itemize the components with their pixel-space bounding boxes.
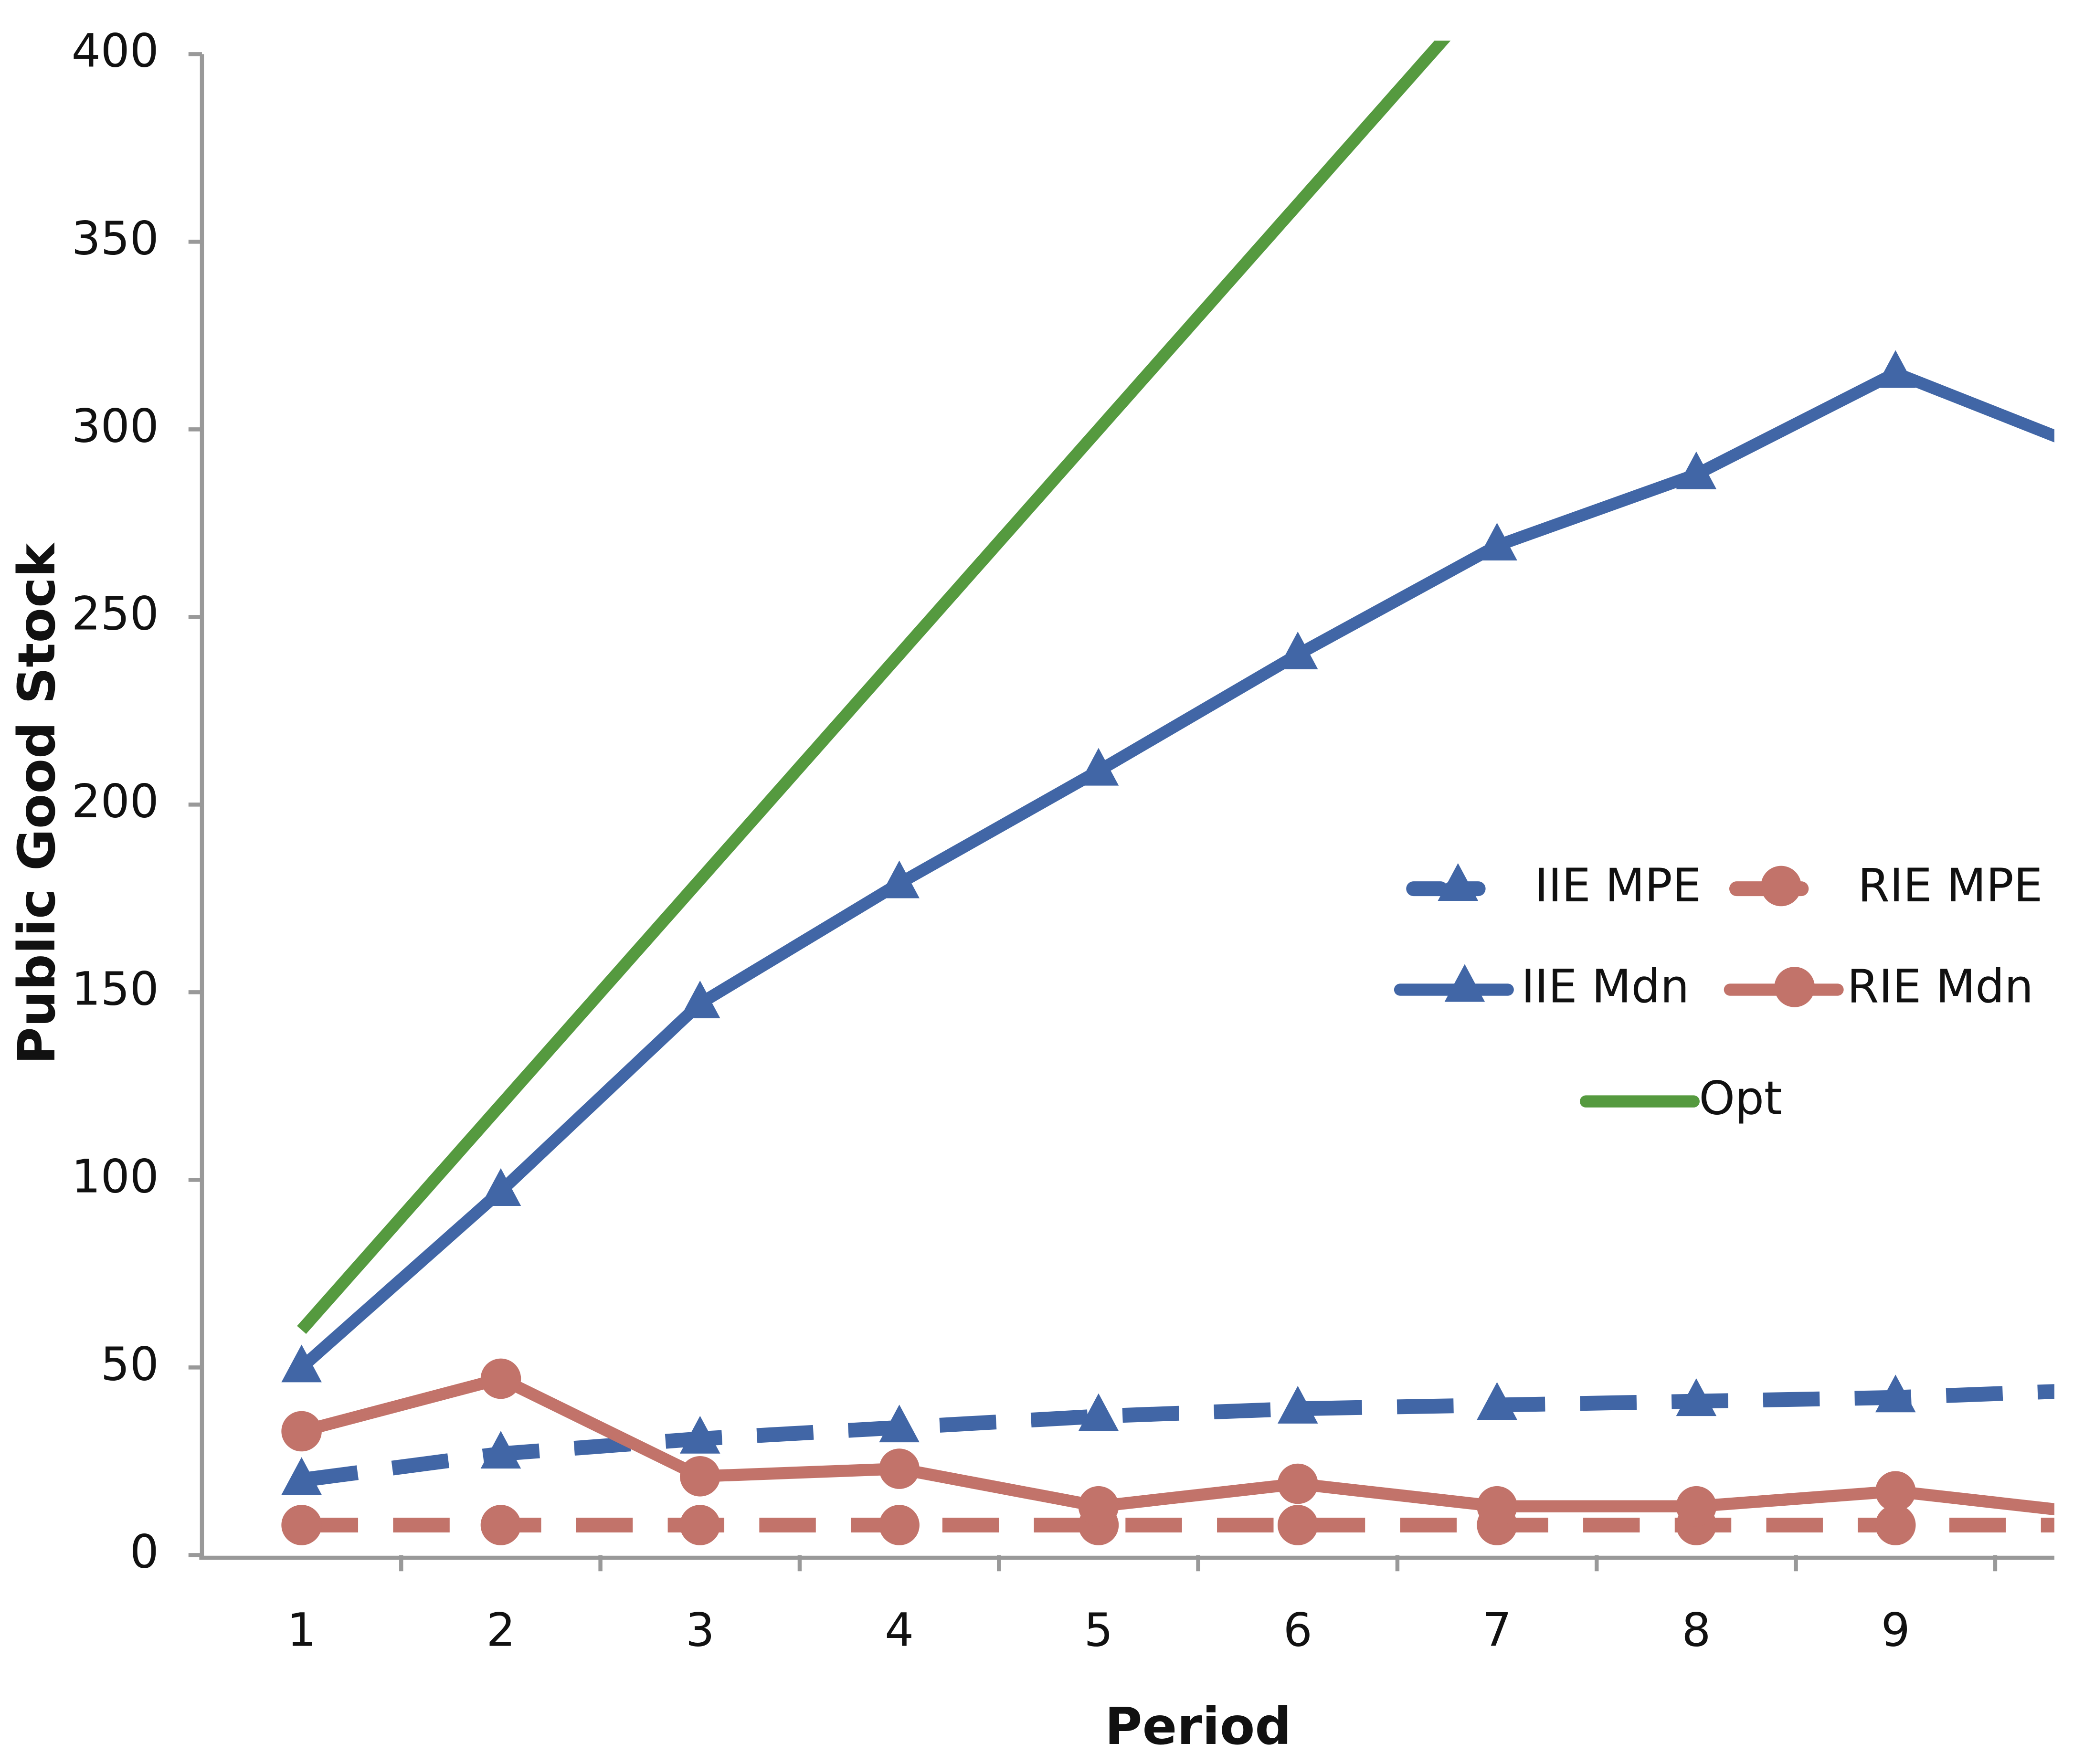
- x-tick-label: 5: [1084, 1603, 1113, 1657]
- y-axis-title: Public Good Stock: [8, 542, 67, 1064]
- y-tick-label: 100: [72, 1150, 159, 1204]
- data-point: [879, 1405, 920, 1443]
- series-line: [300, 1384, 2054, 1488]
- data-point: [1477, 1382, 1517, 1420]
- x-axis-title: Period: [1105, 1697, 1291, 1756]
- x-tick-label: 8: [1682, 1603, 1711, 1657]
- x-tick-label: 2: [486, 1603, 515, 1657]
- data-point: [1277, 1463, 1318, 1504]
- legend-label: IIE MPE: [1535, 859, 1702, 912]
- x-tick-label: 6: [1283, 1603, 1312, 1657]
- series-line: [297, 41, 1451, 1334]
- legend-label: RIE Mdn: [1847, 960, 2033, 1013]
- series-line: [297, 367, 2054, 1372]
- y-tick-label: 350: [72, 212, 159, 265]
- data-point: [1676, 1378, 1717, 1416]
- legend-label: RIE MPE: [1858, 859, 2042, 912]
- data-point: [879, 1505, 920, 1545]
- y-tick-label: 400: [72, 24, 159, 78]
- data-point: [480, 1505, 521, 1545]
- data-point: [679, 1415, 720, 1454]
- data-point: [1078, 1486, 1119, 1527]
- x-tick-label: 1: [287, 1603, 316, 1657]
- data-point: [1875, 1505, 1916, 1545]
- data-point: [480, 1168, 521, 1206]
- data-point: [2074, 1505, 2084, 1545]
- data-point: [1277, 1505, 1318, 1545]
- legend-label: IIE Mdn: [1521, 960, 1689, 1013]
- y-tick-label: 150: [72, 962, 159, 1016]
- data-point: [1676, 451, 1717, 489]
- y-tick-label: 250: [72, 587, 159, 641]
- data-point: [1078, 748, 1119, 786]
- data-point: [281, 1411, 322, 1452]
- data-point: [679, 981, 720, 1018]
- legend-marker: [1438, 863, 1479, 901]
- data-point: [1875, 350, 1916, 388]
- data-point: [1078, 1393, 1119, 1431]
- data-point: [1676, 1486, 1717, 1527]
- data-point: [281, 1505, 322, 1545]
- data-point: [480, 1431, 521, 1469]
- data-point: [679, 1505, 720, 1545]
- y-tick-label: 0: [130, 1525, 159, 1579]
- plot-area: [281, 41, 2084, 1545]
- y-tick-label: 50: [101, 1338, 159, 1391]
- data-point: [2074, 1367, 2084, 1405]
- x-tick-label: 4: [885, 1603, 914, 1657]
- data-point: [1277, 632, 1318, 669]
- y-tick-label: 300: [72, 400, 159, 453]
- data-point: [1875, 1471, 1916, 1512]
- data-point: [679, 1456, 720, 1497]
- data-point: [1875, 1374, 1916, 1413]
- legend-marker: [1761, 866, 1801, 907]
- series-line: [300, 1373, 2054, 1516]
- legend-label: Opt: [1699, 1071, 1782, 1125]
- data-point: [480, 1358, 521, 1399]
- data-point: [1277, 1385, 1318, 1424]
- data-point: [281, 1344, 322, 1383]
- legend: IIE MPE RIE MPE IIE Mdn RIE Mdn Opt: [1394, 859, 2042, 1125]
- x-tick-label: 3: [686, 1603, 715, 1657]
- data-point: [2074, 429, 2084, 467]
- legend-marker: [1444, 964, 1485, 1002]
- x-tick-label: 9: [1881, 1603, 1910, 1657]
- y-tick-label: 200: [72, 775, 159, 828]
- data-point: [1477, 523, 1517, 561]
- data-point: [879, 860, 920, 898]
- data-point: [879, 1448, 920, 1489]
- data-point: [2074, 1494, 2084, 1534]
- legend-marker: [1774, 967, 1815, 1007]
- data-point: [281, 1457, 322, 1495]
- data-point: [1477, 1486, 1517, 1527]
- x-tick-label: 7: [1482, 1603, 1512, 1657]
